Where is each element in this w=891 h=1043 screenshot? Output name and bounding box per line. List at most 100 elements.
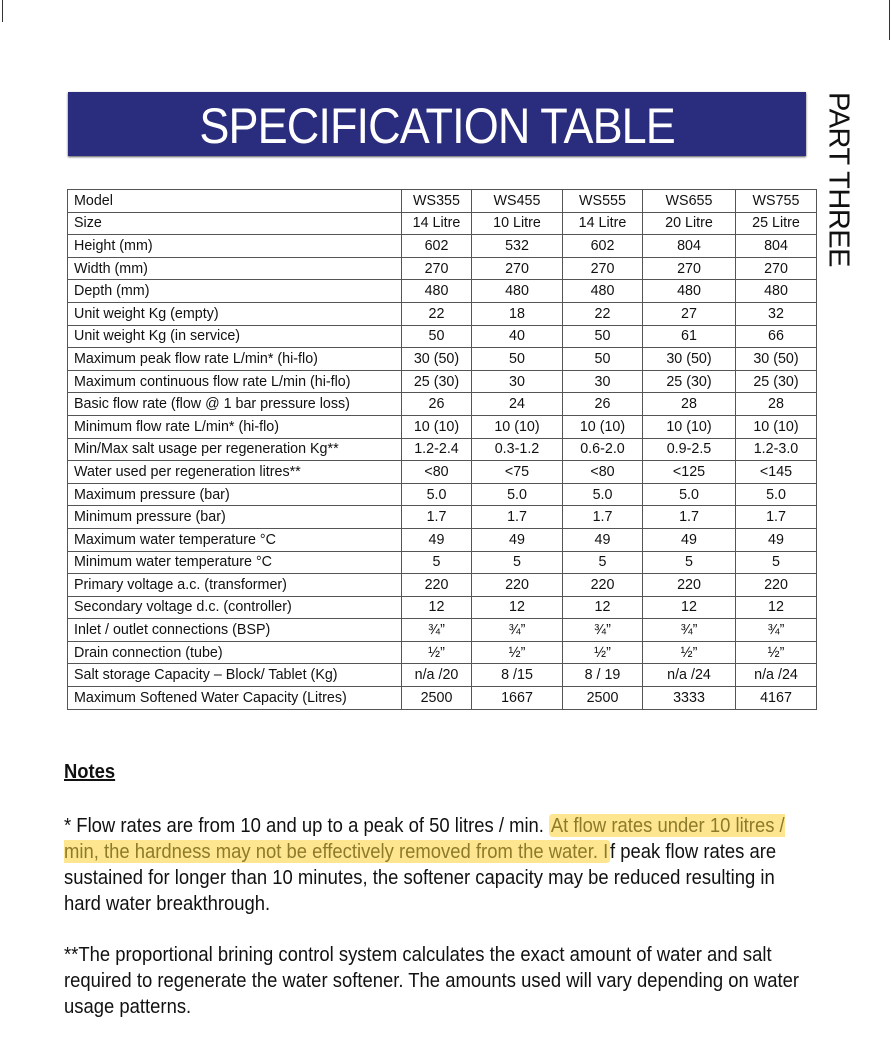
table-cell: 12 — [471, 595, 563, 620]
table-cell: 602 — [562, 234, 643, 258]
table-row: Maximum peak flow rate L/min* (hi-flo) 30… — [67, 347, 817, 371]
row-label: Maximum peak flow rate L/min* (hi-flo) — [67, 347, 402, 371]
table-cell: 480 — [562, 279, 643, 303]
table-cell: 5.0 — [471, 482, 563, 507]
row-label: Height (mm) — [67, 234, 402, 258]
table-cell: 270 — [401, 256, 472, 281]
title-banner: SPECIFICATION TABLE — [68, 92, 806, 156]
note-flow-rates: * Flow rates are from 10 and up to a pea… — [64, 813, 802, 917]
table-cell: 10 (10) — [401, 414, 472, 439]
table-cell: ¾” — [735, 618, 817, 642]
row-label: Salt storage Capacity – Block/ Tablet (K… — [67, 663, 402, 688]
table-row: Water used per regeneration litres** <80 <… — [67, 460, 817, 484]
table-cell: 30 (50) — [735, 347, 817, 371]
table-cell: 8 /15 — [471, 663, 563, 688]
table-cell: 480 — [471, 279, 563, 303]
note-text: f peak flow rates are sustained for long… — [64, 840, 777, 915]
row-label: Water used per regeneration litres** — [67, 460, 402, 484]
table-cell: 5 — [562, 550, 643, 575]
table-cell: <125 — [642, 460, 736, 484]
table-row: Maximum Softened Water Capacity (Litres)… — [67, 686, 817, 710]
table-cell: 28 — [642, 392, 736, 416]
table-cell: 10 (10) — [562, 414, 643, 439]
table-cell: ½” — [471, 640, 563, 665]
table-row: Height (mm) 602 532 602 804 804 — [67, 234, 817, 258]
table-cell: 1667 — [471, 686, 563, 710]
row-label: Maximum pressure (bar) — [67, 482, 402, 507]
table-cell: 1.2-3.0 — [735, 437, 817, 462]
table-cell: 50 — [562, 324, 643, 349]
table-cell: 22 — [401, 301, 472, 326]
table-row: Size 14 Litre 10 Litre 14 Litre 20 Litre 25 L… — [67, 211, 817, 236]
row-label: Width (mm) — [67, 256, 402, 281]
table-cell: 1.7 — [401, 505, 472, 529]
row-label: Unit weight Kg (in service) — [67, 324, 402, 349]
section-side-label: PART THREE — [818, 92, 858, 292]
table-cell: 5 — [642, 550, 736, 575]
table-cell: 49 — [401, 527, 472, 552]
table-cell: WS755 — [735, 189, 817, 213]
table-cell: <80 — [562, 460, 643, 484]
table-cell: ¾” — [642, 618, 736, 642]
row-label: Maximum water temperature °C — [67, 527, 402, 552]
table-row: Basic flow rate (flow @ 1 bar pressure l… — [67, 392, 817, 416]
table-cell: 12 — [401, 595, 472, 620]
table-cell: 2500 — [562, 686, 643, 710]
table-cell: 220 — [401, 573, 472, 597]
table-cell: 10 Litre — [471, 211, 563, 236]
table-cell: 270 — [642, 256, 736, 281]
table-cell: 10 (10) — [471, 414, 563, 439]
table-row: Secondary voltage d.c. (controller) 12 12 1… — [67, 595, 817, 620]
table-cell: 804 — [735, 234, 817, 258]
table-cell: 20 Litre — [642, 211, 736, 236]
table-cell: 2500 — [401, 686, 472, 710]
table-cell: 804 — [642, 234, 736, 258]
row-label: Primary voltage a.c. (transformer) — [67, 573, 402, 597]
table-cell: 25 Litre — [735, 211, 817, 236]
table-row: Min/Max salt usage per regeneration Kg**… — [67, 437, 817, 462]
table-cell: 26 — [562, 392, 643, 416]
table-cell: 25 (30) — [642, 369, 736, 394]
row-label: Minimum flow rate L/min* (hi-flo) — [67, 414, 402, 439]
table-row: Inlet / outlet connections (BSP) ¾” ¾” ¾” ¾”… — [67, 618, 817, 642]
table-cell: 5.0 — [735, 482, 817, 507]
table-cell: ½” — [562, 640, 643, 665]
row-label: Maximum Softened Water Capacity (Litres) — [67, 686, 402, 710]
table-cell: 5.0 — [642, 482, 736, 507]
table-cell: 4167 — [735, 686, 817, 710]
page-title: SPECIFICATION TABLE — [199, 98, 675, 154]
note-text: * Flow rates are from 10 and up to a pea… — [64, 814, 550, 837]
table-cell: 30 (50) — [401, 347, 472, 371]
table-row: Drain connection (tube) ½” ½” ½” ½” ½” — [67, 640, 817, 665]
table-cell: 49 — [642, 527, 736, 552]
table-row: Minimum water temperature °C 5 5 5 5 5 — [67, 550, 817, 575]
table-cell: 28 — [735, 392, 817, 416]
table-cell: 270 — [735, 256, 817, 281]
table-cell: 1.7 — [562, 505, 643, 529]
table-cell: 50 — [401, 324, 472, 349]
table-cell: 5 — [401, 550, 472, 575]
table-row: Salt storage Capacity – Block/ Tablet (K… — [67, 663, 817, 688]
table-cell: 24 — [471, 392, 563, 416]
table-cell: WS455 — [471, 189, 563, 213]
part-label: PART THREE — [822, 92, 855, 267]
table-cell: 0.9-2.5 — [642, 437, 736, 462]
row-label: Model — [67, 189, 402, 213]
table-cell: 66 — [735, 324, 817, 349]
table-cell: WS655 — [642, 189, 736, 213]
table-cell: 220 — [562, 573, 643, 597]
table-cell: <75 — [471, 460, 563, 484]
table-cell: 12 — [642, 595, 736, 620]
table-cell: <145 — [735, 460, 817, 484]
table-cell: ¾” — [562, 618, 643, 642]
table-cell: 0.3-1.2 — [471, 437, 563, 462]
table-row: Maximum continuous flow rate L/min (hi-f… — [67, 369, 817, 394]
table-cell: 49 — [562, 527, 643, 552]
table-cell: WS555 — [562, 189, 643, 213]
row-label: Depth (mm) — [67, 279, 402, 303]
table-row: Maximum pressure (bar) 5.0 5.0 5.0 5.0 5.0 — [67, 482, 817, 507]
table-cell: 1.7 — [642, 505, 736, 529]
table-cell: 30 — [562, 369, 643, 394]
table-row: Unit weight Kg (empty) 22 18 22 27 32 — [67, 301, 817, 326]
table-cell: 12 — [562, 595, 643, 620]
